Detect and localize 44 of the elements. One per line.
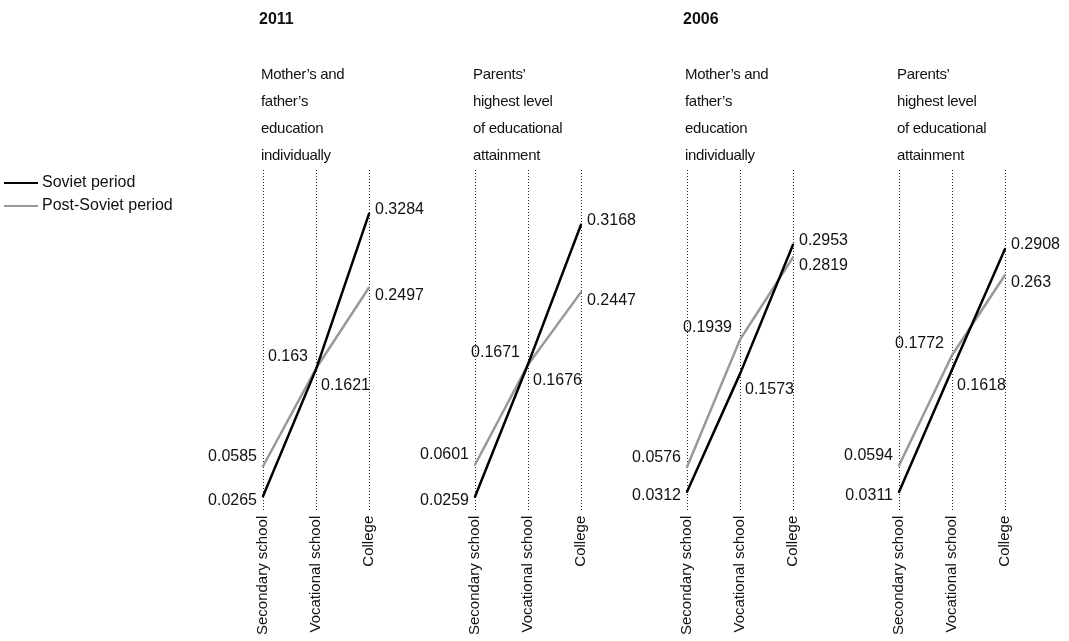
data-label: 0.2908 <box>1011 235 1061 253</box>
chart-subtitle: Mother’s and father’s education individually <box>261 64 346 165</box>
x-tick-label: Secondary school <box>677 515 695 636</box>
x-tick-label: Vocational school <box>942 515 960 633</box>
data-label: 0.0311 <box>845 486 894 504</box>
data-label: 0.1939 <box>683 318 733 336</box>
x-tick-label: Vocational school <box>306 515 324 633</box>
data-label: 0.0594 <box>844 445 894 463</box>
data-label: 0.263 <box>1011 273 1052 291</box>
x-tick-label: Secondary school <box>465 515 483 636</box>
data-label: 0.0312 <box>632 486 682 504</box>
data-label: 0.0259 <box>420 491 470 509</box>
x-tick-label: Secondary school <box>889 515 907 636</box>
data-label: 0.0265 <box>208 490 258 508</box>
chart-title: 2011 <box>259 10 294 28</box>
data-label: 0.0576 <box>632 447 682 465</box>
data-label: 0.2953 <box>799 231 849 249</box>
chart-subtitle: Parents’ highest level of educational attainment <box>897 64 988 165</box>
x-tick-label: College <box>571 515 589 567</box>
x-tick-label: College <box>995 515 1013 567</box>
x-tick-label: Vocational school <box>730 515 748 633</box>
x-tick-label: Secondary school <box>253 515 271 636</box>
x-tick-label: College <box>783 515 801 567</box>
data-label: 0.0601 <box>420 445 470 463</box>
data-label: 0.1573 <box>745 380 795 398</box>
data-label: 0.163 <box>267 346 309 364</box>
data-label: 0.1772 <box>895 333 945 351</box>
chart-subtitle: Parents’ highest level of educational attainment <box>473 64 564 165</box>
x-tick-label: Vocational school <box>518 515 536 633</box>
data-label: 0.1621 <box>321 375 371 393</box>
data-label: 0.3168 <box>587 211 637 229</box>
x-tick-label: College <box>359 515 377 567</box>
chart-title: 2006 <box>683 10 719 28</box>
data-label: 0.1676 <box>533 370 583 388</box>
data-label: 0.1618 <box>957 376 1007 394</box>
legend-label: Post-Soviet period <box>42 196 173 213</box>
data-label: 0.0585 <box>208 446 258 464</box>
legend-label: Soviet period <box>42 173 136 190</box>
data-label: 0.1671 <box>471 343 521 361</box>
data-label: 0.2819 <box>799 255 849 273</box>
data-label: 0.2497 <box>375 285 425 303</box>
data-label: 0.2447 <box>587 290 637 308</box>
data-label: 0.3284 <box>375 200 425 218</box>
chart-subtitle: Mother’s and father’s education individually <box>685 64 770 165</box>
